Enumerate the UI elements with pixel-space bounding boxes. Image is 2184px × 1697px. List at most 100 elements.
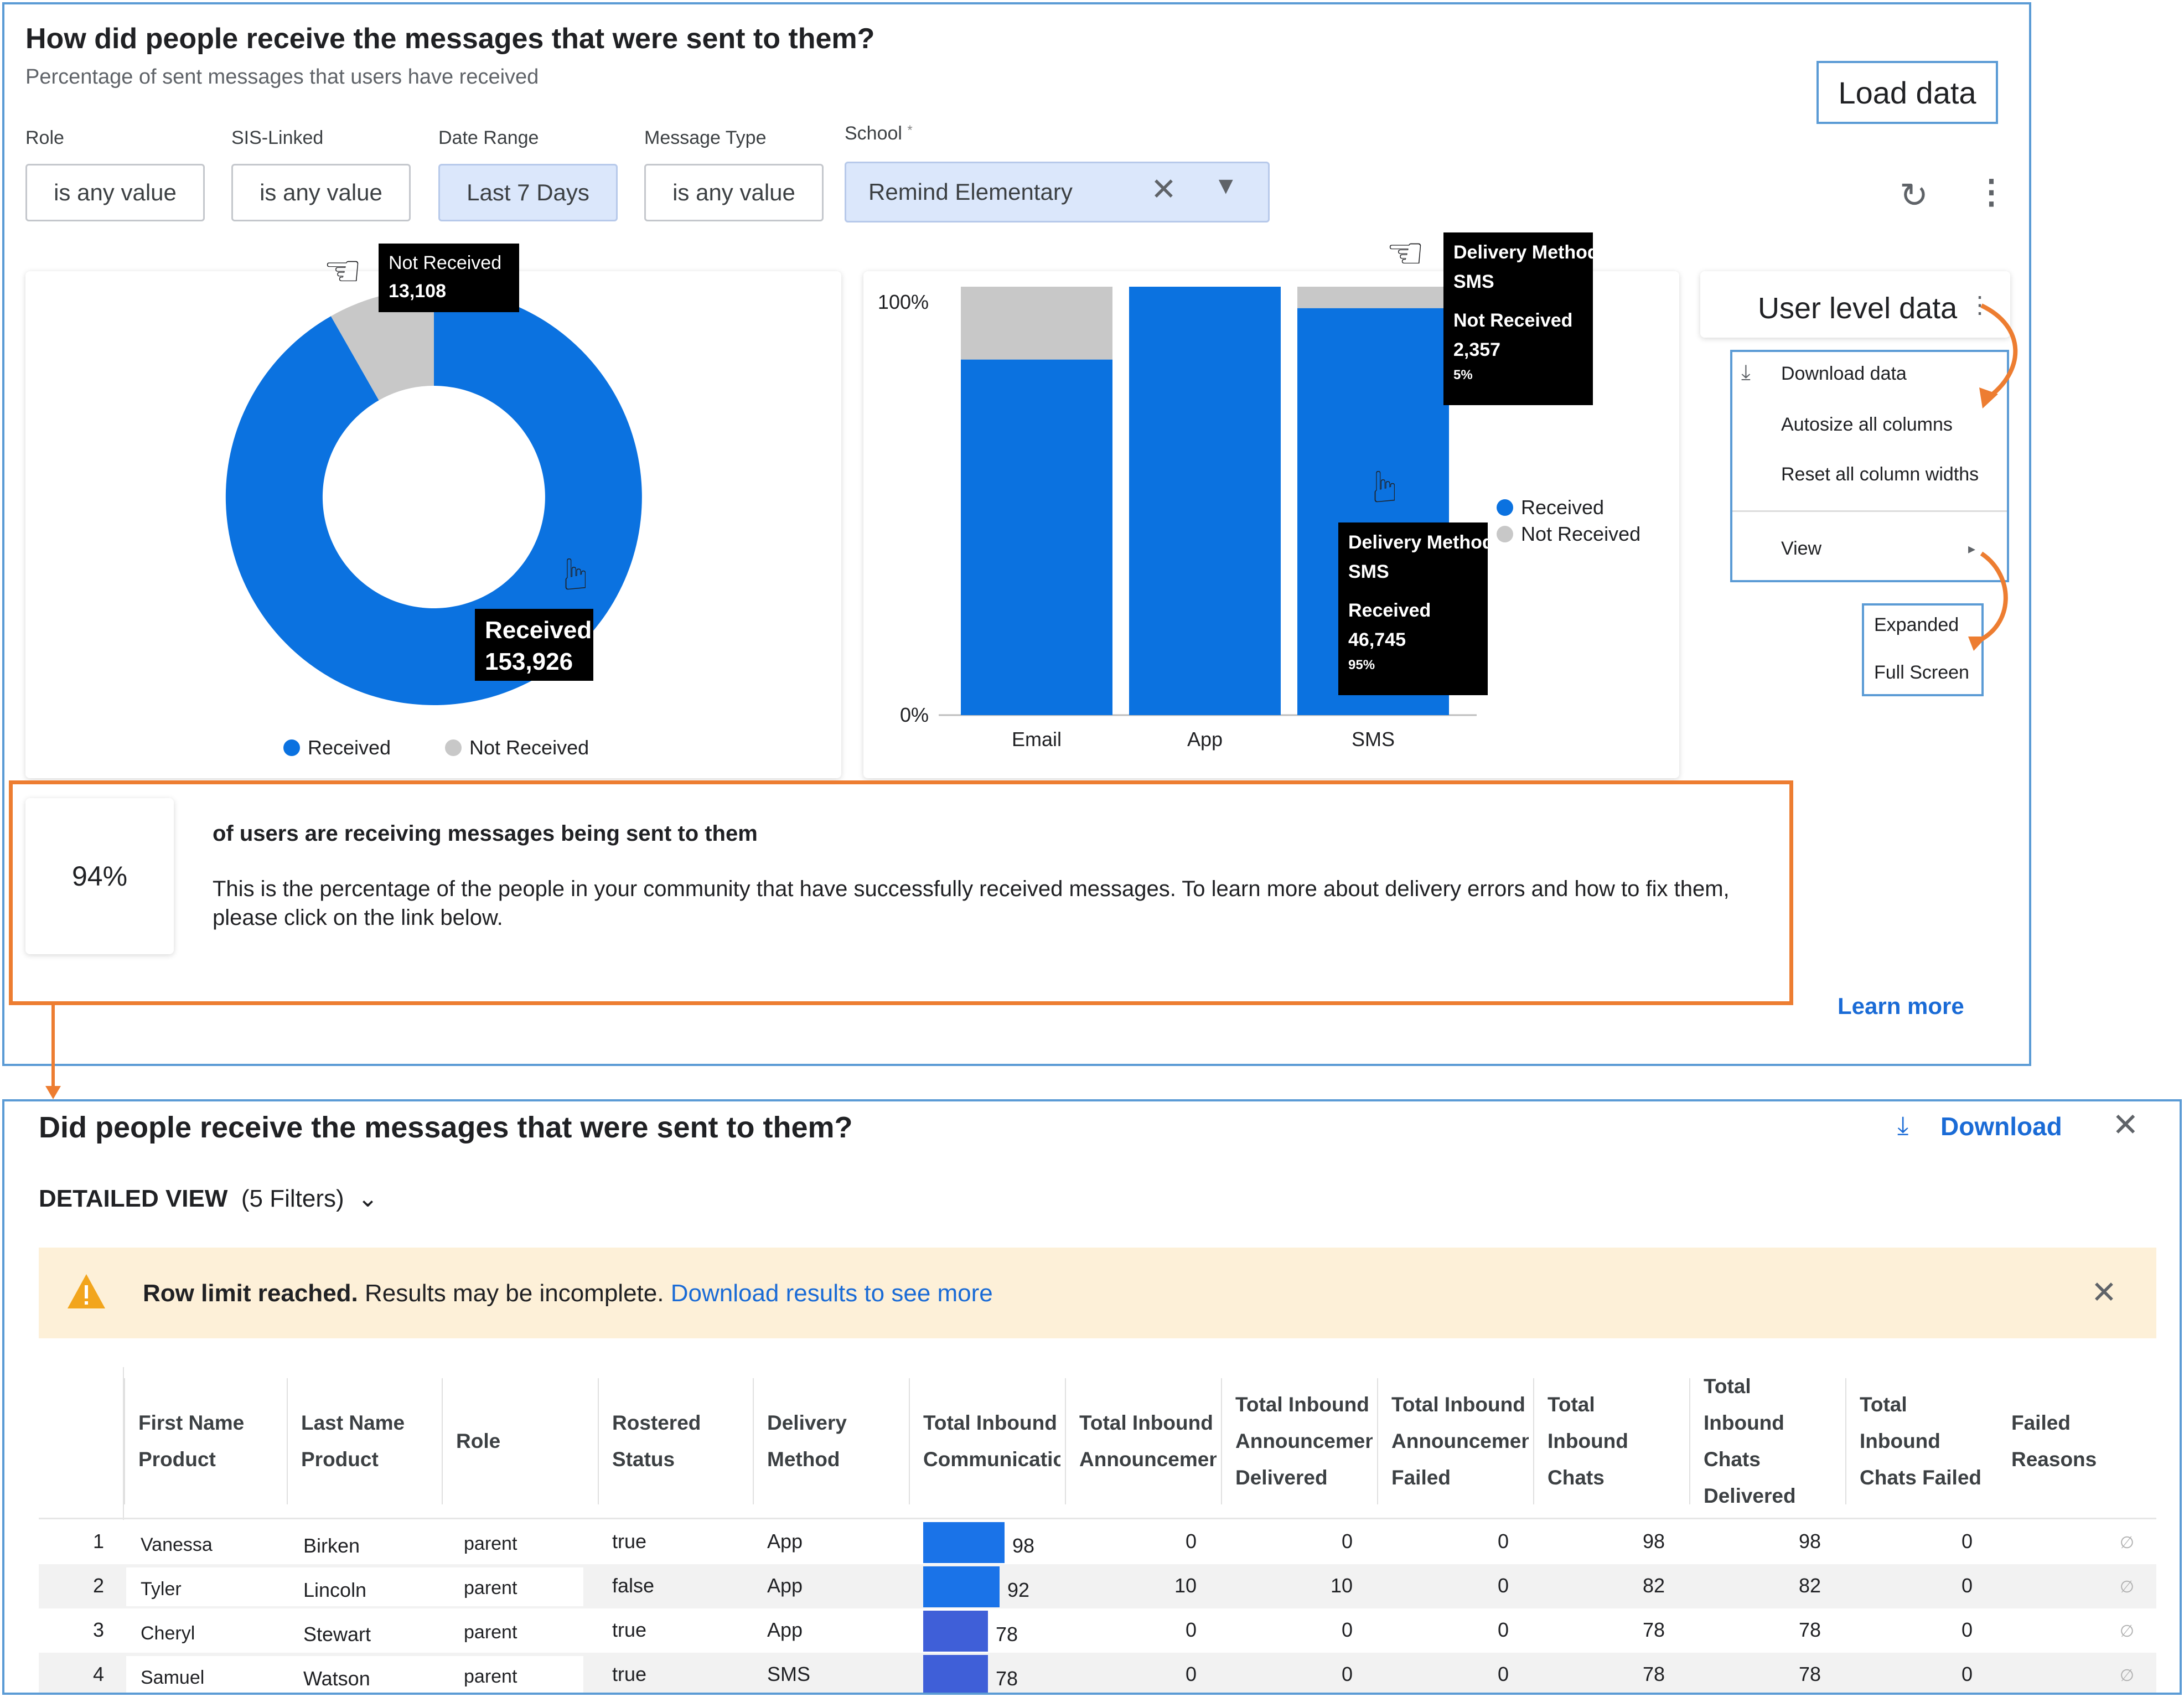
close-icon[interactable]: ✕ [2091, 1275, 2117, 1310]
cell-chats-delivered[interactable]: 78 [1798, 1618, 1821, 1641]
cell-chats-delivered[interactable]: 82 [1798, 1574, 1821, 1597]
column-header[interactable]: Total Inbound Announcement Failed [1391, 1386, 1529, 1496]
cell-announcement-delivered[interactable]: 0 [1341, 1530, 1353, 1553]
cell-first-name[interactable]: Samuel [141, 1667, 205, 1688]
cell-total-inbound-chats[interactable]: 82 [1642, 1574, 1665, 1597]
bar-received-email[interactable] [961, 359, 1112, 715]
close-icon[interactable]: ✕ [2112, 1107, 2139, 1143]
more-vert-icon[interactable]: ⋮ [1968, 292, 1991, 318]
cell-total-inbound-chats[interactable]: 78 [1642, 1663, 1665, 1685]
cell-announcement-delivered[interactable]: 10 [1330, 1574, 1353, 1597]
cell-chats-delivered[interactable]: 98 [1798, 1530, 1821, 1553]
cell-rostered-status[interactable]: true [612, 1618, 647, 1641]
cell-role[interactable]: parent [464, 1577, 517, 1598]
cell-rostered-status[interactable]: true [612, 1530, 647, 1553]
menu-autosize-columns[interactable]: Autosize all columns [1781, 414, 1953, 435]
donut-slice-received[interactable] [225, 289, 642, 705]
column-header[interactable]: First Name Product [138, 1405, 282, 1478]
caret-down-icon[interactable]: ▼ [1214, 172, 1238, 199]
column-header[interactable]: Total Inbound Communicatio [923, 1405, 1060, 1478]
cell-total-inbound-communication[interactable]: 78 [996, 1667, 1018, 1690]
refresh-icon[interactable]: ↻ [1900, 177, 1928, 215]
cell-role[interactable]: parent [464, 1666, 517, 1687]
cell-delivery-method[interactable]: App [767, 1530, 803, 1553]
cell-announcement-delivered[interactable]: 0 [1341, 1663, 1353, 1685]
column-header[interactable]: Role [456, 1423, 593, 1460]
cell-last-name[interactable]: Watson [303, 1667, 370, 1690]
cell-total-inbound-communication[interactable]: 92 [1007, 1579, 1030, 1601]
cell-delivery-method[interactable]: SMS [767, 1663, 811, 1685]
cell-last-name[interactable]: Stewart [303, 1623, 371, 1646]
download-button[interactable]: Download [1940, 1112, 2062, 1141]
bar-received-app[interactable] [1129, 287, 1281, 715]
cell-delivery-method[interactable]: App [767, 1574, 803, 1597]
cell-chats-failed[interactable]: 0 [1961, 1618, 1973, 1641]
cell-announcement-failed[interactable]: 0 [1497, 1618, 1509, 1641]
cell-total-inbound-communication[interactable]: 98 [1012, 1534, 1035, 1557]
download-icon[interactable]: ⤓ [1897, 1111, 1909, 1140]
cell-chats-failed[interactable]: 0 [1961, 1530, 1973, 1553]
cell-total-inbound-chats[interactable]: 98 [1642, 1530, 1665, 1553]
cell-announcement-delivered[interactable]: 0 [1341, 1618, 1353, 1641]
donut-slice-not-received[interactable] [330, 289, 434, 401]
cell-failed-reasons[interactable]: ∅ [2119, 1667, 2134, 1685]
cell-announcement-failed[interactable]: 0 [1497, 1663, 1509, 1685]
column-header[interactable]: Rostered Status [612, 1405, 748, 1478]
column-header[interactable]: Total Inbound Chats Delivered [1704, 1368, 1841, 1514]
column-header[interactable]: Delivery Method [767, 1405, 904, 1478]
load-data-button[interactable]: Load data [1816, 61, 1998, 124]
bar-not-received-email[interactable] [961, 287, 1112, 360]
bar-not-received-sms[interactable] [1297, 287, 1449, 308]
cell-first-name[interactable]: Cheryl [141, 1623, 195, 1644]
filter-role-button[interactable]: is any value [25, 164, 205, 221]
column-header[interactable]: Total Inbound Chats Failed [1860, 1386, 1992, 1496]
submenu-full-screen[interactable]: Full Screen [1874, 662, 1969, 683]
close-icon[interactable]: ✕ [1151, 172, 1177, 206]
cell-last-name[interactable]: Birken [303, 1534, 360, 1557]
cell-rostered-status[interactable]: true [612, 1663, 647, 1685]
column-header[interactable]: Failed Reasons [2011, 1405, 2097, 1478]
learn-more-link[interactable]: Learn more [1838, 993, 1964, 1019]
cell-role[interactable]: parent [464, 1533, 517, 1554]
cell-role[interactable]: parent [464, 1622, 517, 1643]
cell-last-name[interactable]: Lincoln [303, 1579, 367, 1601]
detailed-view-toggle[interactable]: DETAILED VIEW (5 Filters) ⌄ [39, 1185, 378, 1212]
cell-announcement-failed[interactable]: 0 [1497, 1530, 1509, 1553]
download-results-link[interactable]: Download results to see more [670, 1280, 993, 1307]
cell-total-inbound-announcement[interactable]: 0 [1185, 1530, 1197, 1553]
cell-delivery-method[interactable]: App [767, 1618, 803, 1641]
column-header[interactable]: Total Inbound Announcement Delivered [1235, 1386, 1373, 1496]
cell-chats-delivered[interactable]: 78 [1798, 1663, 1821, 1685]
cell-announcement-failed[interactable]: 0 [1497, 1574, 1509, 1597]
school-select[interactable]: Remind Elementary ✕ ▼ [845, 162, 1270, 223]
cell-first-name[interactable]: Vanessa [141, 1534, 213, 1555]
cell-rostered-status[interactable]: false [612, 1574, 655, 1597]
cell-first-name[interactable]: Tyler [141, 1579, 182, 1600]
column-header[interactable]: Total Inbound Chats [1548, 1386, 1685, 1496]
filter-label-message-type: Message Type [644, 127, 767, 148]
column-header-line: Inbound [1860, 1430, 1940, 1452]
cell-total-inbound-chats[interactable]: 78 [1642, 1618, 1665, 1641]
more-vert-icon[interactable]: ⋮ [1975, 173, 2008, 210]
cell-failed-reasons[interactable]: ∅ [2119, 1578, 2134, 1596]
cell-chats-failed[interactable]: 0 [1961, 1574, 1973, 1597]
filter-message-type-button[interactable]: is any value [644, 164, 824, 221]
cell-chats-failed[interactable]: 0 [1961, 1663, 1973, 1685]
cell-total-inbound-communication[interactable]: 78 [996, 1623, 1018, 1646]
filter-date-range-button[interactable]: Last 7 Days [438, 164, 618, 221]
menu-download-data[interactable]: Download data [1781, 363, 1907, 384]
menu-reset-column-widths[interactable]: Reset all column widths [1781, 464, 1979, 485]
menu-view[interactable]: View [1781, 538, 1822, 559]
cell-failed-reasons[interactable]: ∅ [2119, 1534, 2134, 1552]
filter-sis-linked-button[interactable]: is any value [231, 164, 411, 221]
column-header[interactable]: Last Name Product [301, 1405, 437, 1478]
column-header[interactable]: Total Inbound Announcement [1079, 1405, 1217, 1478]
view-submenu [1862, 603, 1984, 696]
cell-failed-reasons[interactable]: ∅ [2119, 1622, 2134, 1641]
column-divider [909, 1378, 910, 1504]
cell-total-inbound-announcement[interactable]: 0 [1185, 1663, 1197, 1685]
cell-total-inbound-announcement[interactable]: 0 [1185, 1618, 1197, 1641]
cell-total-inbound-announcement[interactable]: 10 [1174, 1574, 1197, 1597]
submenu-expanded[interactable]: Expanded [1874, 614, 1959, 635]
tooltip-not-received: Not Received 13,108 [379, 244, 519, 312]
